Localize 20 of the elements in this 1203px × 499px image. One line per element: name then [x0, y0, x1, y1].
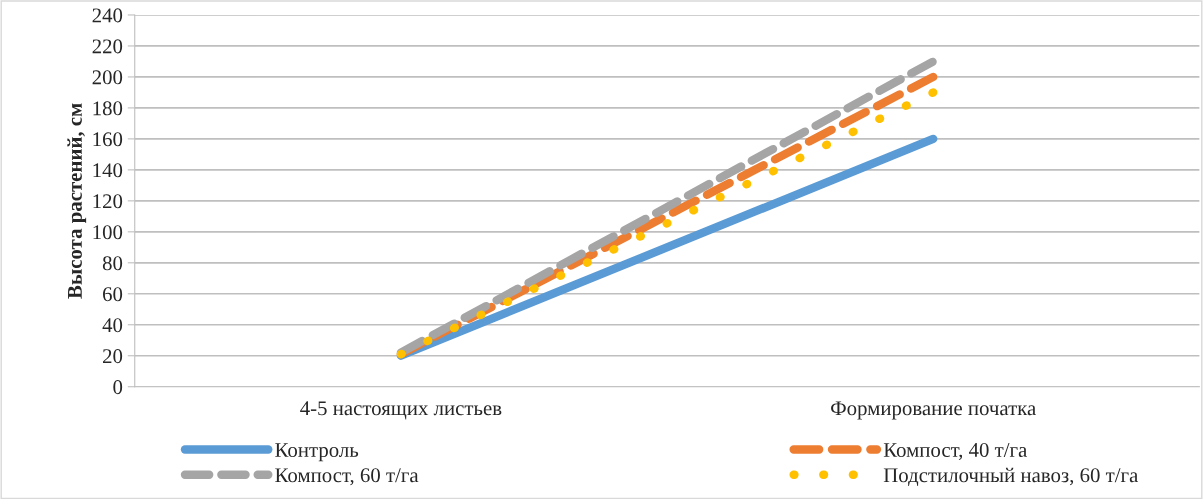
- x-tick-label: 4-5 настоящих листьев: [300, 401, 502, 420]
- y-tick-label: 60: [102, 287, 123, 302]
- legend-label: Контроль: [275, 443, 359, 462]
- y-tick-label: 40: [102, 318, 123, 333]
- y-tick-label: 240: [92, 8, 123, 23]
- y-tick-label: 80: [102, 256, 123, 271]
- y-tick-label: 20: [103, 349, 123, 364]
- y-tick-label: 180: [93, 101, 123, 116]
- y-tick-label: 220: [92, 39, 123, 54]
- y-tick-label: 0: [113, 380, 123, 395]
- legend-label: Компост, 60 т/га: [275, 468, 419, 486]
- y-tick-label: 120: [93, 194, 123, 209]
- y-tick-label: 200: [92, 70, 123, 85]
- legend-label: Компост, 40 т/га: [883, 442, 1028, 460]
- x-tick-label: Формирование початка: [831, 401, 1036, 420]
- y-tick-label: 160: [93, 132, 123, 147]
- legend-label: Подстилочный навоз, 60 т/га: [883, 467, 1139, 487]
- y-axis-title: Высота растений, см: [67, 103, 87, 299]
- y-tick-label: 140: [93, 163, 123, 178]
- y-tick-label: 100: [93, 225, 123, 240]
